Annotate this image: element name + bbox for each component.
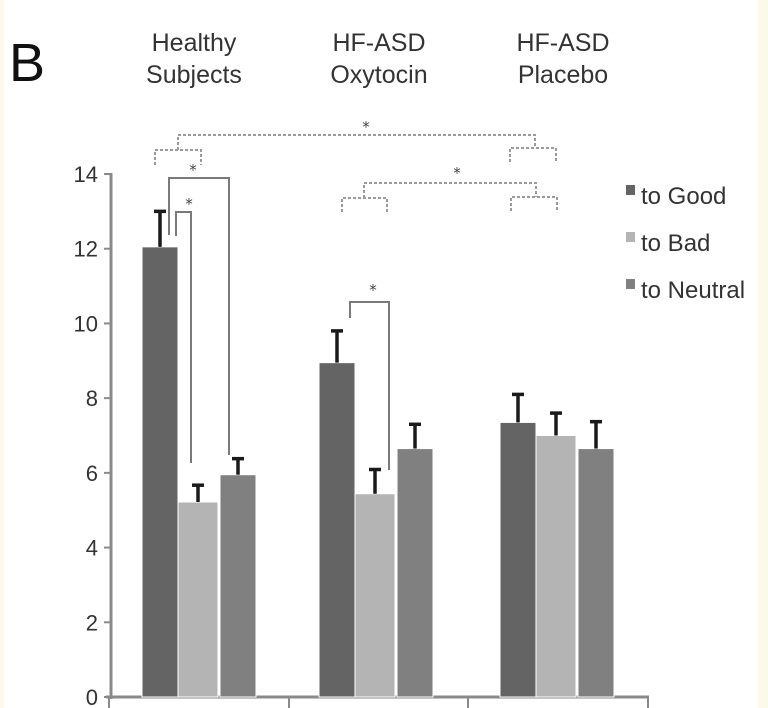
significance-star: *	[453, 164, 461, 182]
bar-to-neutral-3	[577, 448, 615, 698]
legend-label-to-neutral: to Neutral	[641, 277, 745, 304]
dashed-sub-bracket-placebo-bottom	[510, 196, 558, 211]
bar-to-good-1	[141, 246, 179, 698]
legend-swatch-to-good	[626, 185, 635, 195]
bar-to-bad-2	[354, 493, 396, 698]
significance-star: *	[189, 161, 197, 179]
y-tick-label: 6	[86, 461, 98, 486]
bar-to-neutral-1	[219, 474, 257, 698]
bar-to-bad-1	[177, 501, 219, 698]
legend-label-to-bad: to Bad	[641, 230, 710, 257]
y-tick-label: 12	[74, 237, 98, 262]
y-tick-label: 10	[74, 311, 98, 336]
group-label-2-line-2: Oxytocin	[330, 61, 427, 89]
dashed-bracket-healthy-vs-placebo	[177, 134, 536, 150]
bar-to-good-2	[318, 362, 356, 698]
significance-bracket-good-vs-neutral-healthy	[168, 177, 230, 455]
panel-label: B	[9, 33, 45, 93]
y-tick-label: 14	[74, 162, 98, 187]
significance-star: *	[185, 195, 193, 213]
y-tick-label: 2	[86, 610, 98, 635]
significance-star: *	[362, 118, 370, 136]
legend-label-to-good: to Good	[641, 183, 726, 210]
y-tick-label: 4	[86, 536, 98, 561]
y-tick-label: 8	[86, 386, 98, 411]
legend-swatch-to-bad	[626, 232, 635, 242]
bar-to-bad-3	[535, 435, 577, 698]
group-label-1-line-1: Healthy	[152, 29, 237, 57]
dashed-sub-bracket-oxytocin	[341, 197, 388, 212]
significance-bracket-good-vs-bad-healthy	[175, 211, 192, 463]
legend-swatch-to-neutral	[626, 279, 635, 289]
significance-star: *	[369, 281, 377, 299]
significance-bracket-good-vs-bad-oxytocin	[349, 301, 390, 470]
dashed-sub-bracket-placebo-top	[509, 147, 557, 162]
group-label-3-line-2: Placebo	[518, 61, 608, 89]
bar-to-good-3	[499, 421, 537, 698]
bar-to-neutral-2	[396, 448, 434, 698]
group-label-1-line-2: Subjects	[146, 61, 242, 89]
group-label-2-line-1: HF-ASD	[332, 29, 425, 57]
dashed-bracket-oxytocin-vs-placebo	[363, 182, 537, 198]
group-label-3-line-1: HF-ASD	[516, 29, 609, 57]
y-tick-label: 0	[86, 685, 98, 708]
